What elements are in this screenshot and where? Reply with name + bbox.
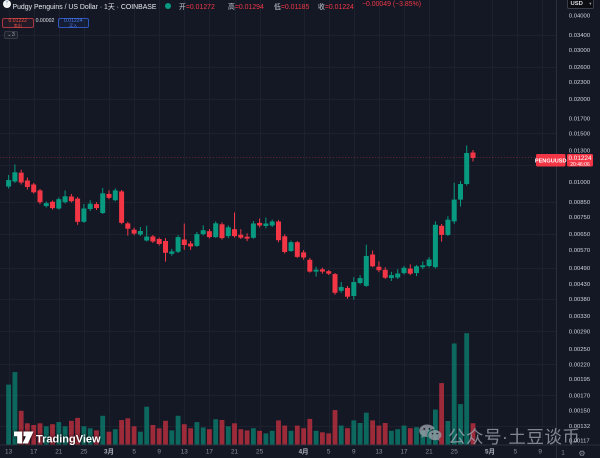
svg-text:0.00490: 0.00490	[569, 266, 591, 272]
svg-text:0.01700: 0.01700	[569, 116, 591, 122]
svg-text:21: 21	[55, 449, 63, 456]
svg-text:0.00850: 0.00850	[569, 200, 591, 206]
svg-text:0.00195: 0.00195	[569, 377, 591, 383]
svg-text:TradingView: TradingView	[36, 434, 101, 446]
svg-text:0.00132: 0.00132	[569, 424, 590, 430]
svg-text:9: 9	[538, 449, 542, 456]
svg-text:0.00380: 0.00380	[569, 297, 591, 303]
svg-text:13: 13	[5, 449, 13, 456]
svg-text:5: 5	[514, 449, 518, 456]
svg-text:0.00750: 0.00750	[569, 215, 591, 221]
svg-text:13: 13	[375, 449, 383, 456]
svg-text:0.03000: 0.03000	[569, 48, 591, 54]
svg-text:0.00650: 0.00650	[569, 232, 591, 238]
svg-text:1: 1	[561, 450, 565, 457]
svg-text:0.00330: 0.00330	[569, 314, 591, 320]
svg-text:21: 21	[426, 449, 434, 456]
svg-text:9: 9	[352, 449, 356, 456]
svg-text:21: 21	[231, 449, 239, 456]
svg-text:0.00220: 0.00220	[569, 363, 591, 369]
svg-text:0.01500: 0.01500	[569, 131, 591, 137]
svg-text:13: 13	[181, 449, 189, 456]
svg-text:0.00250: 0.00250	[569, 347, 591, 353]
svg-text:25: 25	[80, 449, 88, 456]
svg-text:0.00570: 0.00570	[569, 248, 591, 254]
svg-text:0.01300: 0.01300	[569, 149, 591, 155]
svg-text:20:46:06: 20:46:06	[570, 162, 590, 168]
svg-text:5月: 5月	[485, 448, 495, 456]
svg-text:3月: 3月	[104, 448, 114, 456]
svg-text:0.01224: 0.01224	[568, 155, 592, 162]
svg-text:0.00117: 0.00117	[569, 439, 590, 445]
svg-text:0.03400: 0.03400	[569, 33, 591, 39]
svg-text:17: 17	[400, 449, 408, 456]
svg-text:⚙: ⚙	[578, 449, 585, 458]
svg-text:25: 25	[451, 449, 459, 456]
svg-text:0.00430: 0.00430	[569, 282, 591, 288]
svg-text:0.01000: 0.01000	[569, 180, 591, 186]
svg-text:17: 17	[30, 449, 38, 456]
svg-text:0.02600: 0.02600	[569, 65, 591, 71]
svg-text:0.00150: 0.00150	[569, 409, 591, 415]
svg-text:0.00290: 0.00290	[569, 329, 591, 335]
svg-text:17: 17	[206, 449, 214, 456]
svg-text:5: 5	[132, 449, 136, 456]
svg-text:0.02300: 0.02300	[569, 80, 591, 86]
svg-text:0.00170: 0.00170	[569, 394, 591, 400]
svg-text:9: 9	[157, 449, 161, 456]
svg-text:5: 5	[327, 449, 331, 456]
svg-text:PENGUUSD: PENGUUSD	[535, 159, 567, 165]
svg-text:0.02000: 0.02000	[569, 97, 591, 103]
svg-text:25: 25	[256, 449, 264, 456]
svg-text:4月: 4月	[299, 448, 309, 456]
svg-text:0.04000: 0.04000	[569, 13, 591, 19]
